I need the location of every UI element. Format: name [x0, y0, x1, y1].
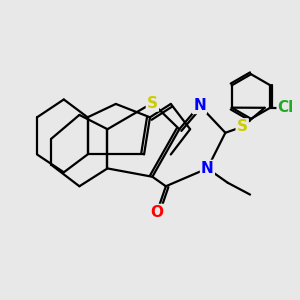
Text: S: S [237, 119, 248, 134]
Text: N: N [201, 161, 214, 176]
Text: Cl: Cl [278, 100, 294, 115]
Text: S: S [147, 95, 158, 110]
Text: O: O [150, 205, 164, 220]
Text: N: N [193, 98, 206, 113]
